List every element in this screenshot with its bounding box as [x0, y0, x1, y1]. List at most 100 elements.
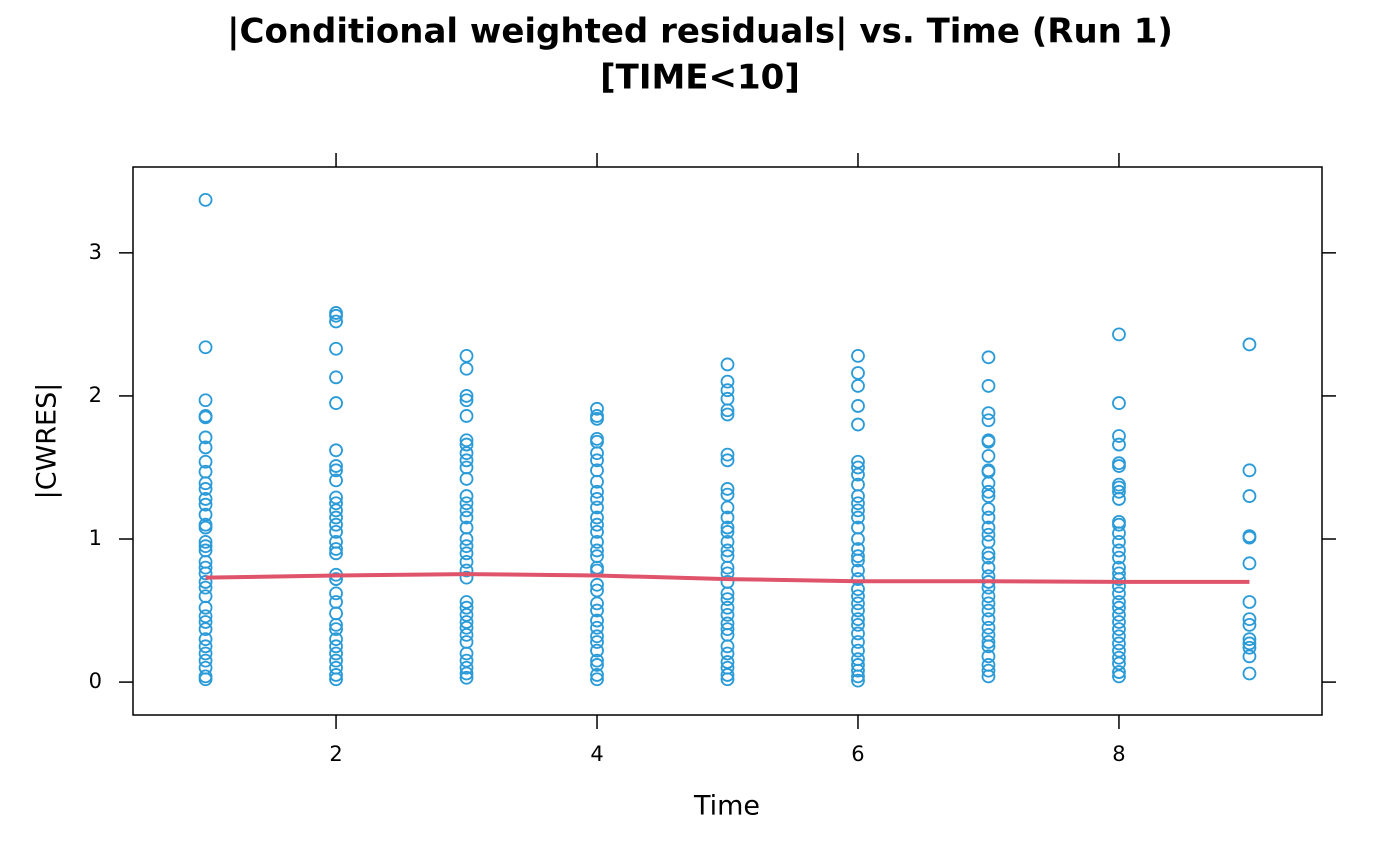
point [1112, 492, 1126, 506]
point [329, 622, 343, 637]
point [1112, 600, 1126, 615]
point [1242, 530, 1257, 545]
point [851, 467, 865, 482]
point [720, 510, 735, 525]
point [198, 615, 213, 629]
point [459, 646, 474, 661]
point [981, 560, 996, 575]
point [198, 492, 213, 506]
point [198, 454, 213, 469]
point [590, 629, 604, 644]
point [720, 500, 735, 515]
point [720, 482, 735, 496]
point [851, 510, 865, 525]
point [198, 672, 213, 687]
point [590, 672, 604, 687]
y-tick-label: 0 [89, 669, 102, 693]
point [198, 566, 213, 581]
point [981, 484, 996, 499]
point [198, 639, 213, 654]
point [590, 620, 604, 635]
point [720, 520, 735, 535]
point [459, 666, 474, 681]
point [459, 503, 474, 518]
point [198, 600, 213, 615]
point [459, 460, 474, 475]
point [851, 626, 865, 641]
point [590, 474, 604, 489]
point [720, 403, 735, 418]
point [329, 617, 343, 632]
point [1112, 650, 1126, 665]
point [198, 193, 213, 207]
point [198, 589, 213, 604]
point [329, 496, 343, 511]
point [459, 409, 474, 423]
point [981, 520, 996, 535]
point [590, 658, 604, 672]
point [1242, 612, 1257, 627]
point [981, 534, 996, 549]
point [198, 393, 213, 408]
point [720, 524, 735, 539]
point [198, 580, 213, 595]
point [590, 524, 604, 539]
point [329, 459, 343, 473]
point [1242, 595, 1257, 609]
point [590, 446, 604, 461]
point [329, 646, 343, 661]
point [590, 577, 604, 592]
point [851, 348, 865, 363]
point [981, 449, 996, 463]
point [459, 660, 474, 675]
point [851, 612, 865, 627]
point [459, 539, 474, 554]
point [1242, 666, 1257, 681]
point [198, 410, 213, 425]
point [1112, 543, 1126, 558]
point [851, 489, 865, 503]
point [459, 348, 474, 363]
point [329, 639, 343, 654]
y-axis-label: |CWRES| [32, 383, 63, 500]
point [198, 622, 213, 637]
point [1112, 669, 1126, 684]
point [1112, 636, 1126, 651]
point [851, 673, 865, 688]
point [851, 549, 865, 564]
point [981, 663, 996, 678]
point [590, 517, 604, 532]
point [1112, 429, 1126, 443]
point [198, 520, 213, 535]
point [851, 572, 865, 586]
point [329, 503, 343, 518]
point [981, 527, 996, 542]
point [329, 632, 343, 647]
point [329, 542, 343, 556]
point [851, 635, 865, 649]
point [590, 431, 604, 446]
point [198, 669, 213, 684]
point [590, 635, 604, 649]
y-tick-label: 1 [89, 526, 102, 550]
point [590, 401, 604, 416]
point [329, 595, 343, 609]
point [981, 406, 996, 420]
x-tick-label: 6 [851, 742, 864, 766]
point [459, 389, 474, 403]
point [720, 374, 735, 389]
point [720, 447, 735, 462]
point [851, 563, 865, 578]
point [1112, 607, 1126, 622]
point [1112, 586, 1126, 601]
point [981, 635, 996, 649]
plot-frame [132, 166, 1323, 716]
point [1242, 617, 1257, 632]
point [590, 453, 604, 468]
point [329, 653, 343, 668]
point [720, 646, 735, 661]
point [851, 663, 865, 678]
point [329, 463, 343, 478]
point [981, 612, 996, 627]
point [1112, 484, 1126, 499]
